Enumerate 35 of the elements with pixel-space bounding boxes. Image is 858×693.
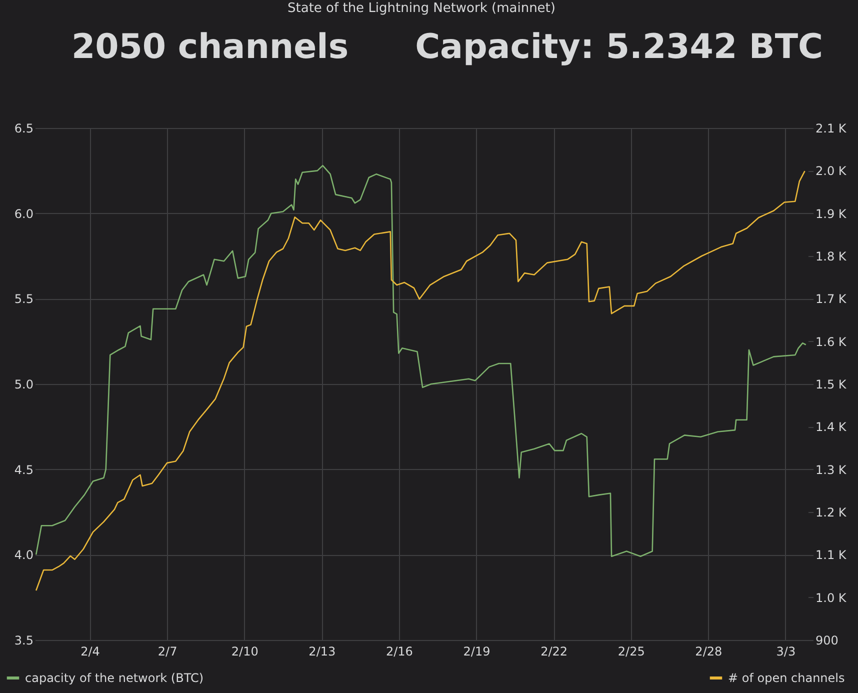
x-tick-label: 2/22 <box>540 644 568 658</box>
y2-tick-label: 2.0 K <box>816 164 848 178</box>
y-tick-label: 6.0 <box>14 206 34 221</box>
x-tick-label: 2/28 <box>695 644 722 658</box>
y2-tick-label: 1.1 K <box>816 548 848 562</box>
y2-tick-label: 1.8 K <box>816 250 848 264</box>
y2-tick-label: 1.3 K <box>816 462 848 477</box>
y-tick-label: 4.0 <box>14 548 34 562</box>
text: 2050 channels <box>71 27 349 67</box>
y2-tick-label: 1.7 K <box>816 292 848 306</box>
x-tick-label: 3/3 <box>776 644 796 658</box>
text: Capacity: 5.2342 BTC <box>415 27 823 67</box>
y2-tick-label: 1.0 K <box>816 590 848 605</box>
y2-tick-label: 1.5 K <box>816 378 848 392</box>
y-tick-label: 6.5 <box>14 122 34 136</box>
x-tick-label: 2/16 <box>386 644 413 658</box>
x-tick-label: 2/13 <box>308 644 336 658</box>
y2-tick-label: 1.2 K <box>816 506 848 520</box>
y-tick-label: 3.5 <box>14 634 34 648</box>
y2-tick-label: 1.9 K <box>816 206 848 221</box>
legend-label: # of open channels <box>728 671 845 685</box>
x-tick-label: 2/19 <box>463 644 490 658</box>
legend-label: capacity of the network (BTC) <box>25 671 204 685</box>
y2-tick-label: 2.1 K <box>816 122 848 136</box>
x-tick-label: 2/7 <box>158 644 178 658</box>
y-tick-label: 5.5 <box>14 292 34 306</box>
y2-tick-label: 900 <box>816 634 838 648</box>
x-tick-label: 2/10 <box>231 644 258 658</box>
x-tick-label: 2/4 <box>80 644 100 658</box>
y2-tick-label: 1.6 K <box>816 334 848 349</box>
y2-tick-label: 1.4 K <box>816 420 848 434</box>
x-tick-label: 2/25 <box>618 644 645 658</box>
y-tick-label: 5.0 <box>14 378 34 392</box>
y-tick-label: 4.5 <box>14 462 34 477</box>
chart-title: State of the Lightning Network (mainnet) <box>288 1 556 16</box>
